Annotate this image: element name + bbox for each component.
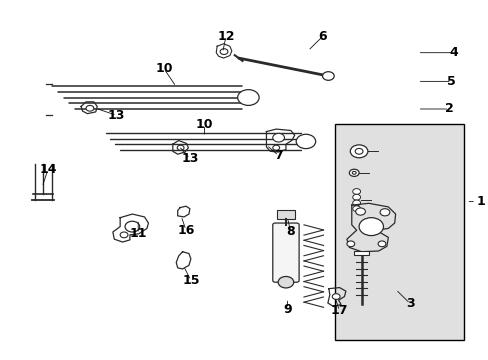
Text: 9: 9	[283, 303, 291, 316]
Circle shape	[352, 194, 360, 200]
Text: 10: 10	[195, 118, 213, 131]
Circle shape	[296, 134, 315, 149]
Text: 14: 14	[39, 163, 57, 176]
Circle shape	[379, 209, 389, 216]
Circle shape	[86, 105, 94, 111]
Bar	[334, 125, 463, 339]
Text: 4: 4	[449, 46, 458, 59]
Circle shape	[272, 134, 284, 142]
Circle shape	[331, 294, 339, 300]
Bar	[353, 251, 368, 255]
Circle shape	[322, 72, 333, 80]
Text: 17: 17	[330, 305, 347, 318]
Text: 3: 3	[405, 297, 414, 310]
Circle shape	[355, 208, 365, 215]
Circle shape	[220, 49, 227, 54]
Text: 10: 10	[155, 62, 172, 75]
Text: 1: 1	[475, 195, 484, 208]
Circle shape	[346, 241, 354, 247]
Text: 7: 7	[274, 149, 283, 162]
Text: 13: 13	[108, 109, 125, 122]
Circle shape	[351, 171, 355, 174]
Circle shape	[348, 169, 358, 176]
Circle shape	[272, 145, 279, 150]
Text: 16: 16	[177, 224, 194, 237]
Bar	[277, 211, 294, 220]
Text: 5: 5	[447, 75, 455, 88]
Circle shape	[354, 148, 362, 154]
Text: 11: 11	[129, 227, 147, 240]
Circle shape	[352, 189, 360, 194]
Circle shape	[358, 218, 383, 235]
Circle shape	[349, 145, 367, 158]
Circle shape	[278, 276, 293, 288]
Text: 2: 2	[444, 103, 453, 116]
Text: 13: 13	[181, 152, 198, 165]
Circle shape	[352, 206, 360, 212]
FancyBboxPatch shape	[272, 223, 299, 282]
Text: 6: 6	[318, 30, 326, 43]
Circle shape	[125, 221, 140, 232]
Circle shape	[237, 90, 259, 105]
Circle shape	[352, 200, 360, 206]
Text: 12: 12	[217, 30, 234, 43]
Circle shape	[377, 241, 385, 247]
Text: 15: 15	[182, 274, 199, 287]
Circle shape	[120, 232, 128, 238]
Text: 8: 8	[286, 225, 295, 238]
Circle shape	[177, 145, 183, 150]
